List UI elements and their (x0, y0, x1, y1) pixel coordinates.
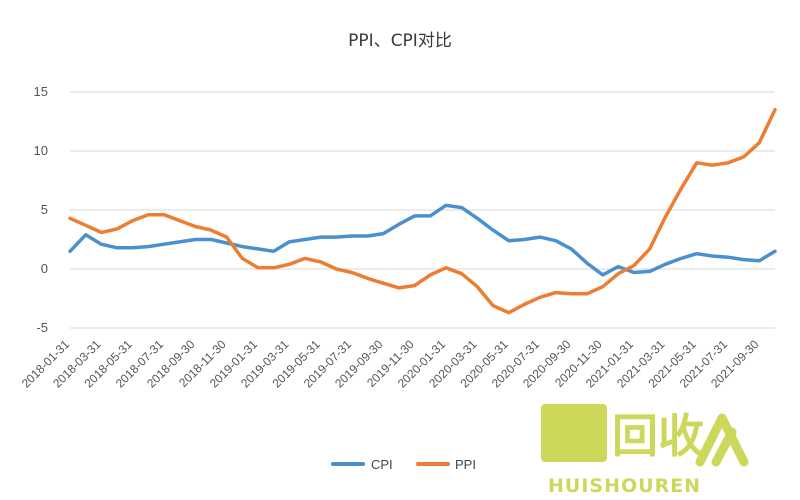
y-tick-label: 15 (34, 84, 48, 99)
legend: CPI PPI (331, 457, 476, 472)
y-axis-tick-labels: -5 0 5 10 15 (34, 84, 48, 335)
watermark-brand-text: HUISHOUREN (548, 475, 701, 497)
watermark-logo-box (541, 404, 607, 462)
y-tick-label: 5 (41, 202, 48, 217)
y-tick-label: 0 (41, 261, 48, 276)
chart-title: PPI、CPI对比 (348, 31, 452, 51)
watermark-logo: 回收 HUISHOUREN (541, 404, 749, 497)
y-tick-label: 10 (34, 143, 48, 158)
watermark-logo-mark (695, 413, 749, 467)
watermark-logo-text: 回收 (612, 409, 704, 463)
x-axis-tick-labels: 2018-01-312018-03-312018-05-312018-07-31… (19, 337, 762, 391)
series-line-cpi (68, 203, 777, 277)
series-lines (68, 107, 777, 315)
legend-label-cpi: CPI (371, 457, 393, 472)
series-line-ppi (68, 107, 777, 315)
y-tick-label: -5 (36, 320, 48, 335)
legend-label-ppi: PPI (455, 457, 476, 472)
